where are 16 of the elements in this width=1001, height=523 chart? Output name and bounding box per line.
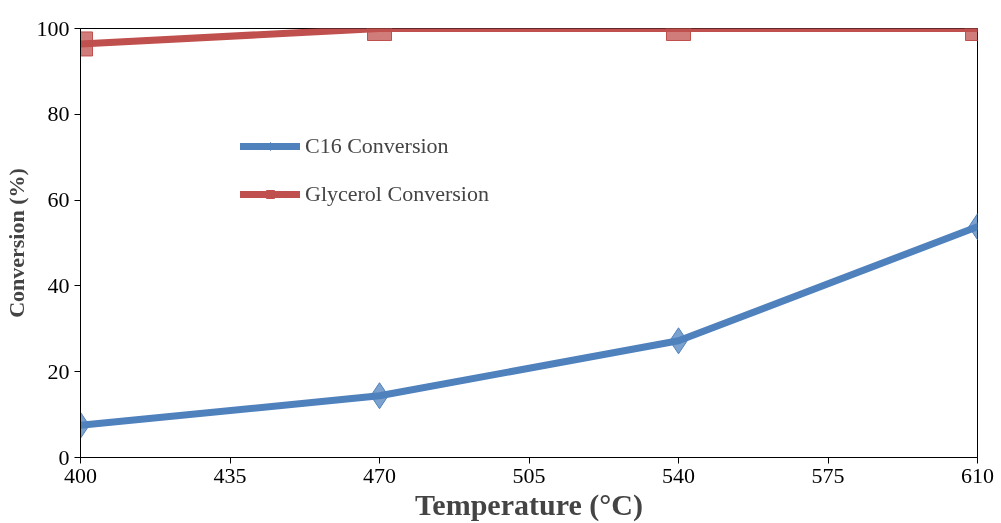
y-tick-label: 100 bbox=[36, 15, 70, 41]
x-axis-title: Temperature (°C) bbox=[415, 487, 643, 522]
x-tick-label: 610 bbox=[961, 462, 994, 488]
y-tick-label: 0 bbox=[58, 444, 70, 470]
y-axis-title: Conversion (%) bbox=[3, 168, 29, 318]
legend-label: C16 Conversion bbox=[305, 133, 449, 159]
y-tick-label: 20 bbox=[47, 358, 70, 384]
y-tick-label: 40 bbox=[47, 272, 70, 298]
legend-label: Glycerol Conversion bbox=[305, 181, 489, 207]
x-tick-label: 505 bbox=[512, 462, 546, 488]
y-tick-label: 60 bbox=[47, 187, 70, 213]
x-tick-label: 540 bbox=[662, 462, 695, 488]
x-tick-label: 435 bbox=[213, 462, 247, 488]
x-tick-label: 470 bbox=[363, 462, 396, 488]
y-tick-label: 80 bbox=[47, 101, 70, 127]
x-tick-label: 575 bbox=[811, 462, 845, 488]
